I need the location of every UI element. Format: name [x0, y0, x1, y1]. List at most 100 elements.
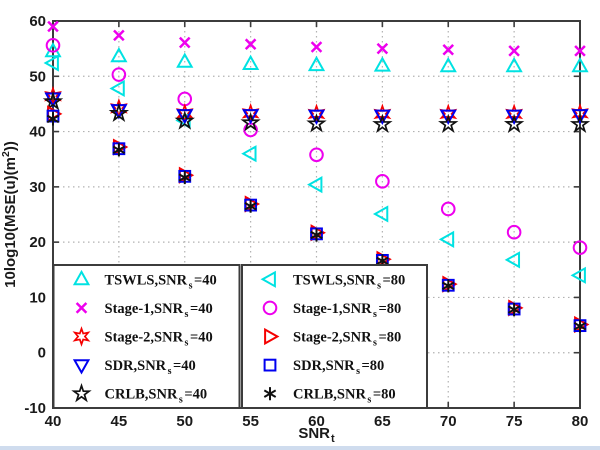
legend: TSWLS,SNR s =40 Stage-1,SNR s =40 Stage-2,SNR s… — [52, 264, 428, 409]
marker-cross-icon — [376, 42, 389, 55]
marker-cross-icon — [113, 29, 125, 42]
marker-circle-icon — [111, 67, 127, 82]
marker-triangle-left-icon — [109, 79, 125, 98]
marker-triangle-down-icon — [176, 109, 194, 125]
marker-hexagram-icon — [72, 326, 91, 347]
y-tick-label: 20 — [29, 234, 46, 251]
marker-triangle-left-icon — [241, 145, 257, 163]
marker-circle-icon — [440, 201, 456, 217]
marker-triangle-up-icon — [571, 56, 589, 73]
marker-circle-icon — [375, 174, 390, 189]
marker-pentagram-icon — [174, 110, 195, 130]
data-series — [42, 20, 591, 334]
marker-pentagram-icon — [71, 382, 92, 403]
y-tick-label: 50 — [29, 68, 46, 85]
x-tick-label: 70 — [440, 413, 457, 430]
window-bottom-edge — [0, 446, 600, 450]
marker-triangle-up-icon — [176, 52, 194, 68]
marker-pentagram-icon — [240, 112, 261, 132]
series-stage1-snrs40 — [47, 20, 586, 57]
marker-triangle-down-icon — [72, 359, 91, 375]
x-axis-label: SNRt — [298, 425, 335, 445]
marker-circle-icon — [262, 300, 278, 316]
y-tick-label: 0 — [38, 345, 46, 362]
y-tick-label: -10 — [24, 400, 46, 417]
y-tick-label: 10 — [29, 289, 46, 306]
marker-triangle-down-icon — [571, 109, 589, 125]
marker-triangle-left-icon — [307, 176, 323, 194]
marker-triangle-left-icon — [43, 54, 59, 72]
marker-asterisk-icon — [310, 228, 323, 242]
marker-asterisk-icon — [507, 303, 521, 317]
legend-entry-tswls-snrs80: TSWLS,SNR s =80 — [260, 270, 405, 291]
marker-triangle-up-icon — [439, 56, 457, 73]
marker-triangle-up-icon — [72, 269, 91, 286]
legend-entry-sdr-snrs80: SDR,SNR s =80 — [263, 358, 384, 377]
legend-entry-stage2-snrs40: Stage-2,SNR s =40 — [72, 326, 213, 349]
x-tick-label: 60 — [308, 413, 325, 430]
legend-entry-crlb-snrs40: CRLB,SNR s =40 — [71, 382, 208, 406]
marker-pentagram-icon — [372, 113, 393, 134]
marker-triangle-left-icon — [504, 251, 521, 269]
marker-triangle-up-icon — [242, 54, 260, 71]
legend-box-2: TSWLS,SNR s =80 Stage-1,SNR s =80 Stage-2,SNR s… — [241, 264, 428, 409]
marker-circle-icon — [309, 147, 324, 163]
marker-triangle-left-icon — [260, 270, 276, 288]
legend-box-frame — [241, 264, 428, 409]
marker-triangle-down-icon — [439, 109, 457, 125]
series-tswls-snrs80 — [43, 54, 586, 284]
marker-asterisk-icon — [442, 279, 455, 293]
marker-cross-icon — [75, 302, 88, 314]
marker-triangle-left-icon — [570, 266, 586, 284]
series-crlb-snrs80 — [46, 112, 587, 333]
marker-triangle-up-icon — [373, 56, 391, 72]
legend-label: Stage-2,SNR s =80 — [293, 330, 401, 349]
legend-label: TSWLS,SNR s =40 — [105, 272, 217, 291]
marker-asterisk-icon — [46, 112, 60, 126]
legend-box-1: TSWLS,SNR s =40 Stage-1,SNR s =40 Stage-2,SNR s… — [52, 264, 241, 409]
marker-cross-icon — [47, 20, 59, 33]
legend-label: TSWLS,SNR s =80 — [293, 272, 405, 291]
series-crlb-snrs40 — [42, 91, 591, 134]
marker-triangle-down-icon — [505, 109, 523, 125]
marker-pentagram-icon — [306, 113, 327, 133]
y-tick-label: 40 — [29, 124, 46, 141]
legend-entry-sdr-snrs40: SDR,SNR s =40 — [72, 358, 196, 377]
marker-cross-icon — [244, 38, 257, 51]
x-tick-label: 65 — [374, 413, 391, 430]
legend-label: Stage-1,SNR s =40 — [105, 301, 213, 320]
marker-cross-icon — [178, 36, 191, 49]
marker-asterisk-icon — [244, 199, 257, 213]
marker-circle-icon — [506, 224, 522, 240]
marker-triangle-down-icon — [242, 109, 260, 125]
marker-triangle-left-icon — [438, 230, 455, 248]
marker-pentagram-icon — [569, 113, 591, 134]
marker-triangle-right-icon — [264, 327, 280, 346]
legend-label: CRLB,SNR s =80 — [293, 387, 396, 406]
tick-labels: 40 45 50 55 60 65 70 75 80 -10 0 10 20 30 40 50 60 — [24, 13, 588, 430]
marker-circle-icon — [45, 38, 61, 53]
legend-label: SDR,SNR s =40 — [105, 358, 196, 377]
marker-triangle-down-icon — [373, 109, 391, 125]
legend-entry-stage1-snrs40: Stage-1,SNR s =40 — [75, 301, 213, 320]
legend-label: SDR,SNR s =80 — [293, 358, 384, 377]
legend-entry-stage1-snrs80: Stage-1,SNR s =80 — [262, 300, 401, 320]
marker-cross-icon — [508, 45, 520, 57]
legend-label: CRLB,SNR s =40 — [105, 387, 208, 406]
legend-entry-tswls-snrs40: TSWLS,SNR s =40 — [72, 269, 217, 291]
x-tick-label: 75 — [506, 413, 523, 430]
marker-pentagram-icon — [108, 102, 130, 122]
y-tick-label: 60 — [29, 13, 46, 30]
marker-pentagram-icon — [438, 113, 459, 134]
legend-entry-stage2-snrs80: Stage-2,SNR s =80 — [264, 327, 401, 349]
legend-label: Stage-2,SNR s =40 — [105, 330, 213, 349]
marker-triangle-up-icon — [505, 56, 523, 73]
marker-triangle-up-icon — [307, 55, 326, 72]
x-tick-label: 45 — [111, 413, 128, 430]
marker-asterisk-icon — [573, 319, 587, 333]
marker-square-icon — [263, 358, 277, 372]
y-tick-label: 30 — [29, 179, 46, 196]
marker-cross-icon — [574, 45, 586, 57]
x-tick-label: 40 — [45, 413, 62, 430]
